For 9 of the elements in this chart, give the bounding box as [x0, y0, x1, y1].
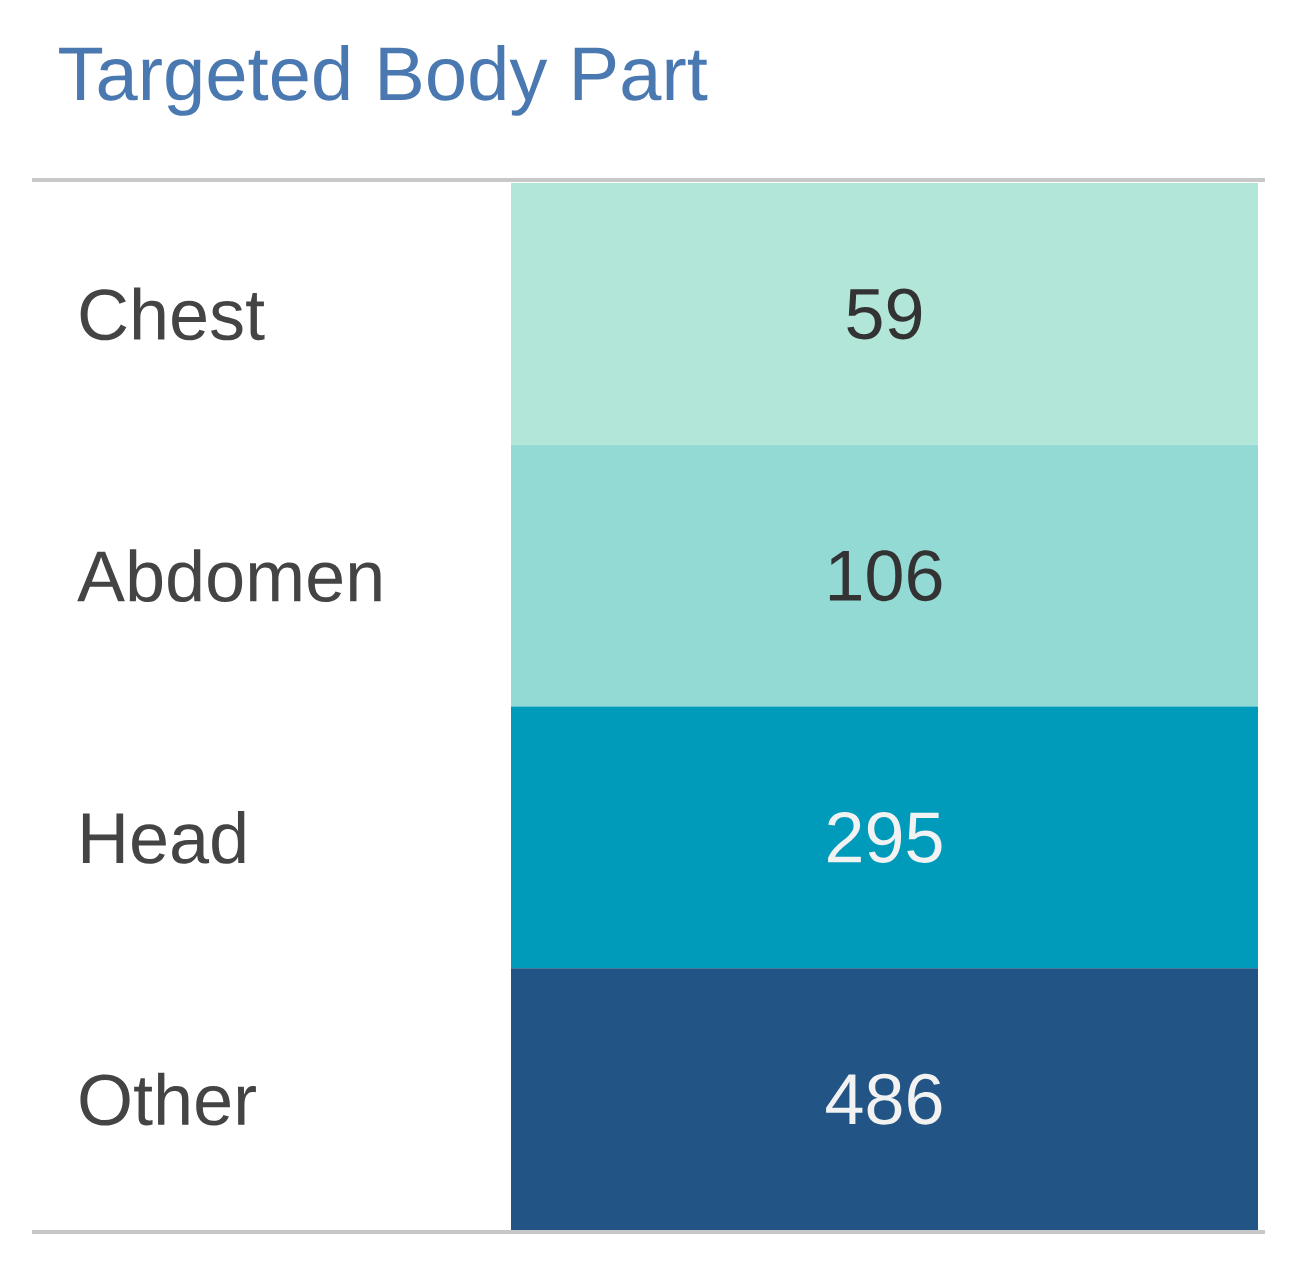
data-label: 106 — [829, 550, 942, 602]
y-tick-label: Abdomen — [77, 549, 381, 603]
y-tick-label: Chest — [80, 287, 265, 341]
data-label: 486 — [826, 1073, 942, 1125]
y-tick-label: Other — [80, 1072, 256, 1126]
y-tick-label: Head — [82, 810, 245, 864]
chart-title: Targeted Body Part — [59, 44, 708, 116]
data-label: 59 — [847, 288, 922, 340]
data-label: 295 — [828, 811, 942, 863]
